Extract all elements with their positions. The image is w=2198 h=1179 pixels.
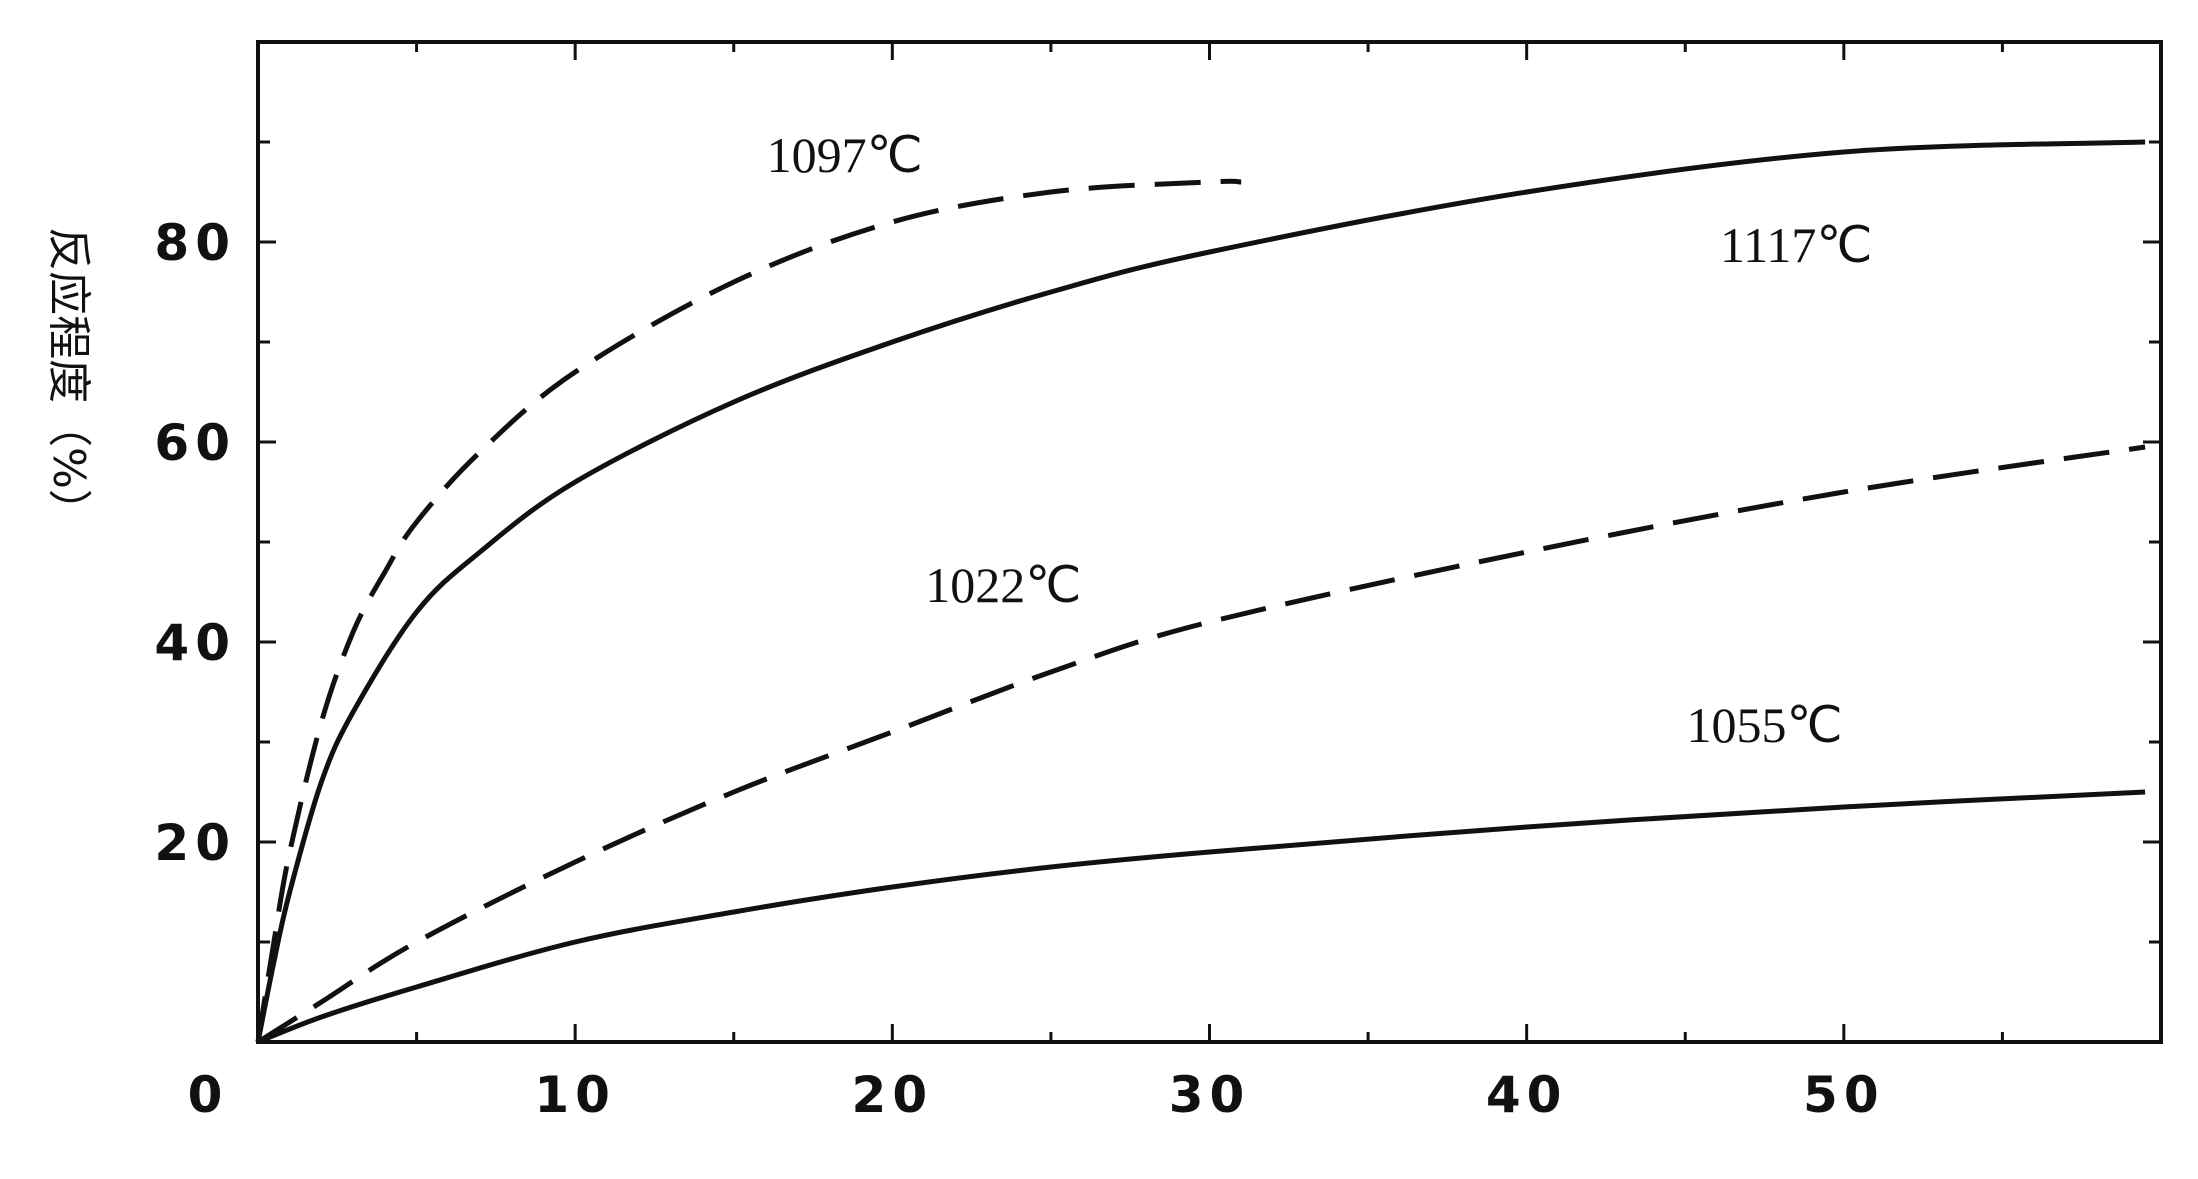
series-line-2 (256, 444, 2146, 1045)
y-tick-label: 60 (154, 414, 236, 472)
series-labels: 1097℃ 1117℃ 1022℃ 1055℃ (767, 127, 1873, 753)
y-axis-label: 反应程度（%） (43, 227, 94, 533)
tick-marks (258, 42, 2161, 1042)
series-label-1: 1117℃ (1720, 217, 1872, 273)
plot-frame (256, 40, 2163, 1044)
x-tick-label: 40 (1486, 1066, 1568, 1124)
series-line-0 (255, 178, 1242, 1043)
x-tick-label: 50 (1803, 1066, 1885, 1124)
y-tick-label: 20 (154, 814, 236, 872)
series-line-1 (255, 139, 2146, 1043)
y-tick-label: 80 (154, 214, 236, 272)
x-tick-label: 30 (1169, 1066, 1251, 1124)
x-tick-label: 10 (534, 1066, 616, 1124)
series-line-3 (257, 789, 2146, 1045)
x-tick-label: 20 (852, 1066, 934, 1124)
x-tick-label: 0 (188, 1066, 229, 1124)
series-label-2: 1022℃ (925, 557, 1081, 613)
y-tick-label: 40 (154, 614, 236, 672)
x-tick-labels: 0 10 20 30 40 50 (188, 1066, 1885, 1124)
series-label-0: 1097℃ (767, 127, 923, 183)
series-lines (255, 139, 2146, 1045)
y-tick-labels: 20 40 60 80 (154, 214, 236, 872)
series-label-3: 1055℃ (1686, 697, 1842, 753)
